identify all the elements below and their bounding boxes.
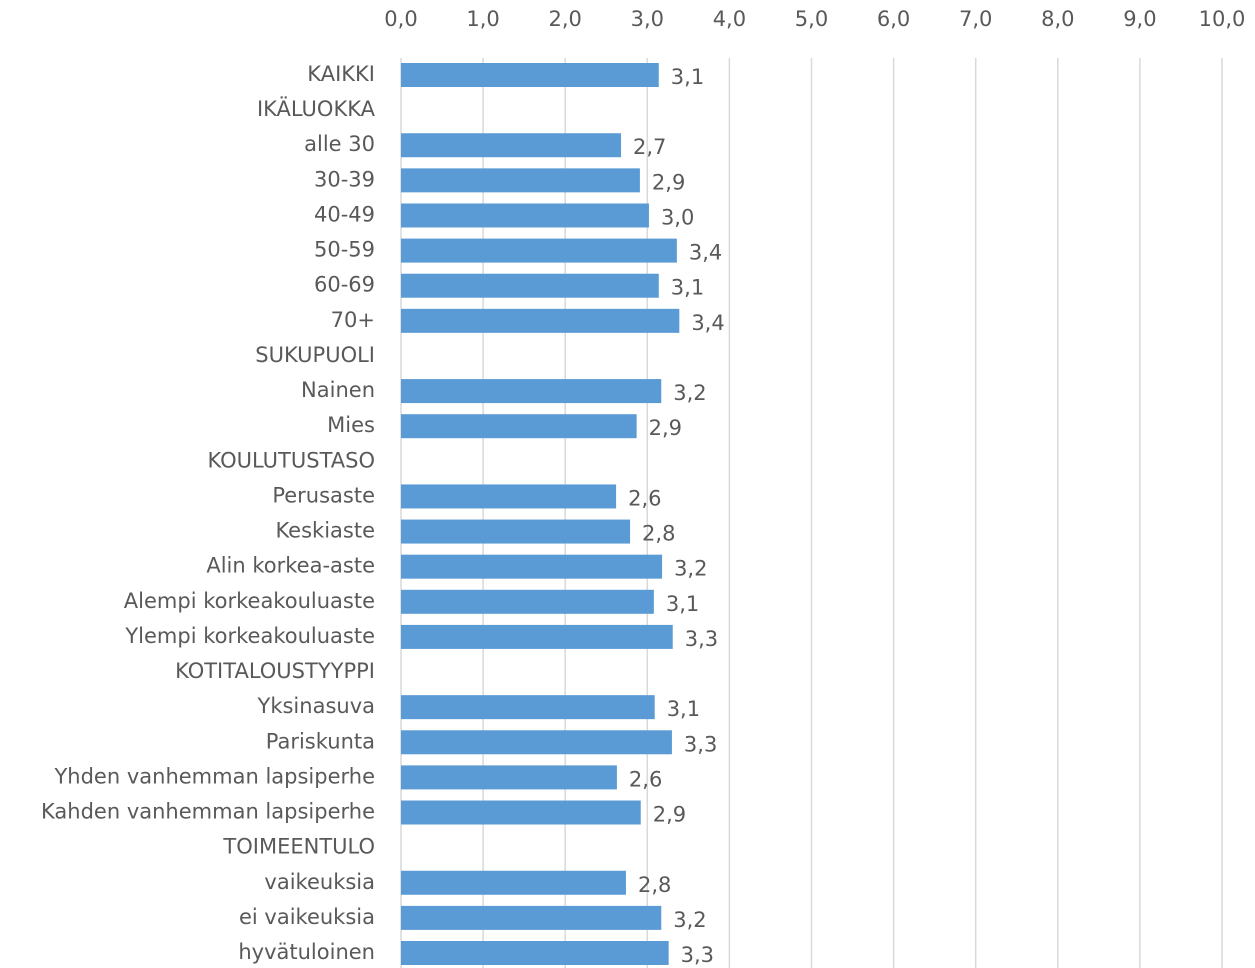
y-tick-label: TOIMEENTULO: [222, 835, 375, 859]
y-tick-label: SUKUPUOLI: [255, 343, 375, 367]
y-tick-label: Nainen: [301, 378, 375, 402]
bar: [401, 554, 663, 579]
value-label: 2,6: [629, 767, 662, 791]
y-tick-label: 60-69: [314, 273, 375, 297]
value-label: 2,9: [652, 170, 685, 194]
value-label: 3,2: [673, 908, 706, 932]
x-tick-label: 2,0: [548, 7, 581, 31]
bar: [401, 133, 622, 158]
bar: [401, 238, 677, 263]
bar: [401, 624, 673, 649]
bar: [401, 484, 617, 509]
bar: [401, 800, 641, 825]
bar: [401, 589, 654, 614]
bar: [401, 203, 649, 228]
bar: [401, 308, 680, 333]
x-tick-label: 5,0: [795, 7, 828, 31]
x-tick-label: 8,0: [1041, 7, 1074, 31]
value-label: 3,3: [681, 943, 714, 967]
x-tick-label: 10,0: [1199, 7, 1246, 31]
value-label: 3,4: [689, 241, 722, 265]
y-tick-label: 40-49: [314, 202, 375, 226]
x-tick-label: 9,0: [1123, 7, 1156, 31]
y-tick-label: Kahden vanhemman lapsiperhe: [41, 800, 375, 824]
x-tick-label: 6,0: [877, 7, 910, 31]
value-label: 2,8: [638, 873, 671, 897]
value-label: 2,9: [653, 803, 686, 827]
bar: [401, 63, 659, 87]
y-tick-label: Ylempi korkeakouluaste: [124, 624, 375, 648]
y-tick-label: 70+: [331, 308, 375, 332]
value-label: 3,1: [667, 697, 700, 721]
bar: [401, 379, 662, 404]
value-label: 3,4: [691, 311, 724, 335]
x-tick-label: 1,0: [466, 7, 499, 31]
bar: [401, 695, 655, 720]
bar: [401, 168, 640, 193]
y-tick-label: Perusaste: [272, 483, 375, 507]
y-tick-label: Alempi korkeakouluaste: [124, 589, 375, 613]
value-label: 3,1: [671, 65, 704, 89]
y-tick-label: Yhden vanhemman lapsiperhe: [53, 764, 375, 788]
y-tick-label: IKÄLUOKKA: [257, 96, 376, 121]
value-label: 3,2: [674, 557, 707, 581]
y-tick-label: Pariskunta: [266, 729, 375, 753]
value-label: 3,1: [671, 276, 704, 300]
y-tick-label: KOULUTUSTASO: [208, 448, 376, 472]
value-label: 3,3: [684, 732, 717, 756]
x-tick-label: 3,0: [631, 7, 664, 31]
y-tick-label: Mies: [327, 413, 375, 437]
y-tick-label: 30-39: [314, 167, 375, 191]
bar: [401, 941, 669, 965]
y-tick-label: Yksinasuva: [257, 694, 376, 718]
bar: [401, 765, 617, 790]
value-label: 3,2: [673, 381, 706, 405]
y-tick-label: Keskiaste: [275, 519, 375, 543]
bar: [401, 905, 662, 930]
y-tick-label: hyvätuloinen: [238, 940, 375, 964]
bar: [401, 414, 637, 439]
value-label: 2,8: [642, 522, 675, 546]
y-tick-label: KOTITALOUSTYYPPI: [175, 659, 375, 683]
y-tick-label: KAIKKI: [307, 62, 375, 86]
x-tick-label: 0,0: [384, 7, 417, 31]
value-label: 3,0: [661, 205, 694, 229]
bar: [401, 870, 626, 895]
bar: [401, 519, 631, 544]
y-tick-label: Alin korkea-aste: [206, 554, 375, 578]
y-tick-label: vaikeuksia: [264, 870, 375, 894]
y-tick-label: ei vaikeuksia: [239, 905, 375, 929]
value-label: 2,9: [649, 416, 682, 440]
y-tick-label: alle 30: [304, 132, 375, 156]
value-label: 3,1: [666, 592, 699, 616]
x-tick-label: 7,0: [959, 7, 992, 31]
bar: [401, 730, 672, 755]
value-label: 2,7: [633, 135, 666, 159]
y-tick-label: 50-59: [314, 238, 375, 262]
x-tick-label: 4,0: [713, 7, 746, 31]
value-label: 3,3: [685, 627, 718, 651]
bar: [401, 273, 659, 298]
value-label: 2,6: [628, 486, 661, 510]
